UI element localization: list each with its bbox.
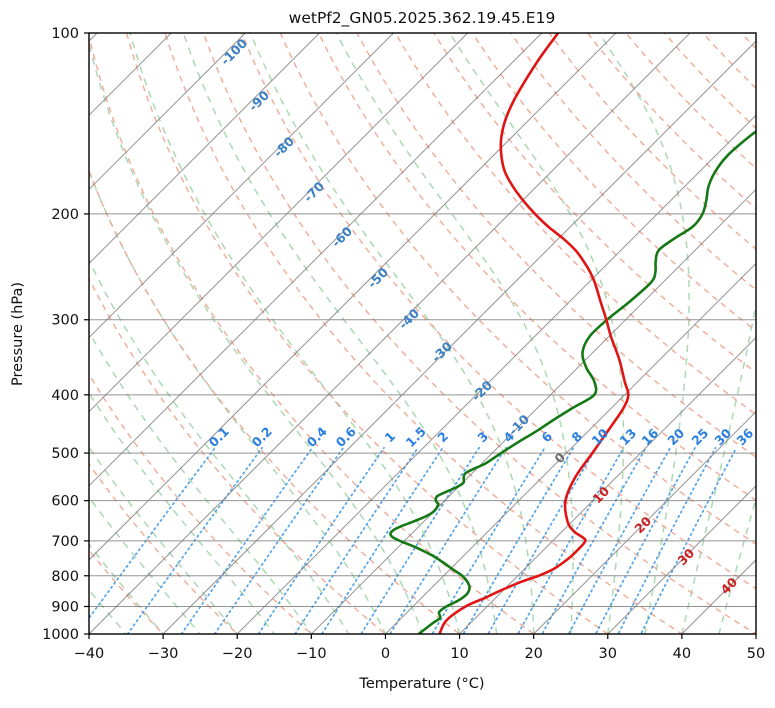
isotherm--40 bbox=[89, 33, 691, 634]
dry-adiabat-10 bbox=[89, 169, 461, 634]
isotherm-0 bbox=[385, 262, 756, 634]
dry-adiabat-140 bbox=[548, 33, 756, 250]
isotherm--80 bbox=[89, 33, 394, 339]
mixing-ratio-2 bbox=[320, 446, 444, 634]
isotherm-30 bbox=[607, 485, 756, 634]
moist-adiabat-5 bbox=[89, 40, 424, 634]
moist-adiabat--25 bbox=[89, 495, 202, 634]
mixing-ratio-0.4 bbox=[180, 446, 314, 634]
mixing-ratio-36 bbox=[640, 446, 738, 634]
mixing-ratio-30 bbox=[617, 446, 717, 634]
x-tick-label--30: −30 bbox=[148, 646, 179, 662]
mixing-ratio-16 bbox=[541, 446, 647, 634]
y-tick-label-300: 300 bbox=[51, 313, 79, 329]
isotherm-20 bbox=[533, 410, 756, 634]
mixing-ratio-0.6 bbox=[213, 446, 345, 634]
plot-background bbox=[89, 33, 756, 634]
y-axis-label: Pressure (hPa) bbox=[10, 282, 26, 386]
isotherm--50 bbox=[89, 33, 617, 561]
isotherms-group bbox=[89, 33, 756, 634]
moist-adiabat--20 bbox=[89, 445, 239, 634]
moist-adiabat-20 bbox=[249, 33, 535, 634]
x-tick-label-20: 20 bbox=[524, 646, 542, 662]
x-axis-ticks: −40 −30 −20 −10 0 10 20 30 40 50 bbox=[74, 634, 765, 662]
y-tick-label-700: 700 bbox=[51, 534, 79, 550]
isotherm--70 bbox=[89, 33, 469, 413]
mixing-ratio-8 bbox=[462, 446, 575, 634]
dry-adiabat--30 bbox=[89, 548, 165, 634]
mixing-ratio-20 bbox=[567, 446, 672, 634]
mixing-ratio-13 bbox=[516, 446, 625, 634]
dry-adiabat-70 bbox=[279, 33, 756, 545]
isobars-group bbox=[89, 33, 756, 634]
isotherm--90 bbox=[89, 33, 320, 265]
isotherm--20 bbox=[236, 114, 756, 634]
moist-adiabat--35 bbox=[89, 588, 128, 634]
dry-adiabat-110 bbox=[433, 33, 756, 374]
moist-adiabat--15 bbox=[89, 391, 276, 634]
x-tick-label--40: −40 bbox=[74, 646, 105, 662]
moist-adiabat--10 bbox=[89, 330, 313, 634]
x-tick-label-10: 10 bbox=[450, 646, 468, 662]
dry-adiabats-group bbox=[89, 33, 756, 634]
x-tick-label-0: 0 bbox=[381, 646, 390, 662]
dry-adiabat-100 bbox=[394, 33, 756, 416]
isotherm--60 bbox=[89, 33, 543, 487]
y-tick-label-900: 900 bbox=[51, 599, 79, 615]
dry-adiabat-20 bbox=[89, 33, 535, 634]
y-tick-label-800: 800 bbox=[51, 569, 79, 585]
x-axis-label: Temperature (°C) bbox=[358, 676, 484, 692]
dry-adiabat--20 bbox=[89, 462, 239, 634]
moist-adiabat-35 bbox=[598, 33, 690, 634]
temperature-profile-group bbox=[438, 33, 630, 634]
moist-adiabat-40 bbox=[681, 300, 756, 634]
moist-adiabat-15 bbox=[182, 33, 498, 634]
dry-adiabat-40 bbox=[164, 33, 684, 634]
profile-temperature bbox=[438, 33, 630, 634]
moist-adiabat--30 bbox=[89, 543, 165, 634]
mixing-ratio-3 bbox=[360, 446, 480, 634]
x-tick-label-40: 40 bbox=[673, 646, 691, 662]
y-tick-label-400: 400 bbox=[51, 388, 79, 404]
profile-dewpoint bbox=[389, 129, 756, 634]
mixing-ratio-6 bbox=[431, 446, 546, 634]
mixing-ratio-0.1 bbox=[89, 446, 216, 620]
y-tick-label-100: 100 bbox=[51, 26, 79, 42]
x-tick-label-50: 50 bbox=[747, 646, 765, 662]
x-tick-label--10: −10 bbox=[296, 646, 327, 662]
dry-adiabat-0 bbox=[89, 277, 387, 634]
page-title: wetPf2_GN05.2025.362.19.45.E19 bbox=[289, 9, 556, 28]
moist-adiabat-45 bbox=[718, 496, 756, 634]
dewpoint-profile-group bbox=[389, 129, 756, 634]
y-axis-ticks: 100 200 300 400 500 600 700 800 900 1000 bbox=[42, 26, 89, 643]
mixing-ratio-0.2 bbox=[126, 446, 263, 634]
isotherm--100 bbox=[89, 33, 246, 191]
dry-adiabat--10 bbox=[89, 373, 313, 634]
mixing-ratio-25 bbox=[594, 446, 696, 634]
dry-adiabat-60 bbox=[241, 33, 756, 590]
mixing-ratio-1.5 bbox=[293, 446, 419, 634]
moist-adiabat--5 bbox=[89, 258, 350, 634]
plot-border bbox=[88, 32, 757, 635]
y-tick-label-600: 600 bbox=[51, 494, 79, 510]
isotherm--10 bbox=[310, 188, 756, 634]
dry-adiabat-30 bbox=[125, 33, 610, 634]
y-tick-label-500: 500 bbox=[51, 446, 79, 462]
mixing-ratio-10 bbox=[487, 446, 598, 634]
mixing-ratio-lines-group bbox=[89, 446, 738, 634]
x-tick-label-30: 30 bbox=[599, 646, 617, 662]
y-tick-label-1000: 1000 bbox=[42, 627, 79, 643]
isotherm--30 bbox=[162, 40, 756, 634]
isotherm-10 bbox=[459, 336, 756, 634]
x-tick-label--20: −20 bbox=[222, 646, 253, 662]
y-tick-label-200: 200 bbox=[51, 207, 79, 223]
